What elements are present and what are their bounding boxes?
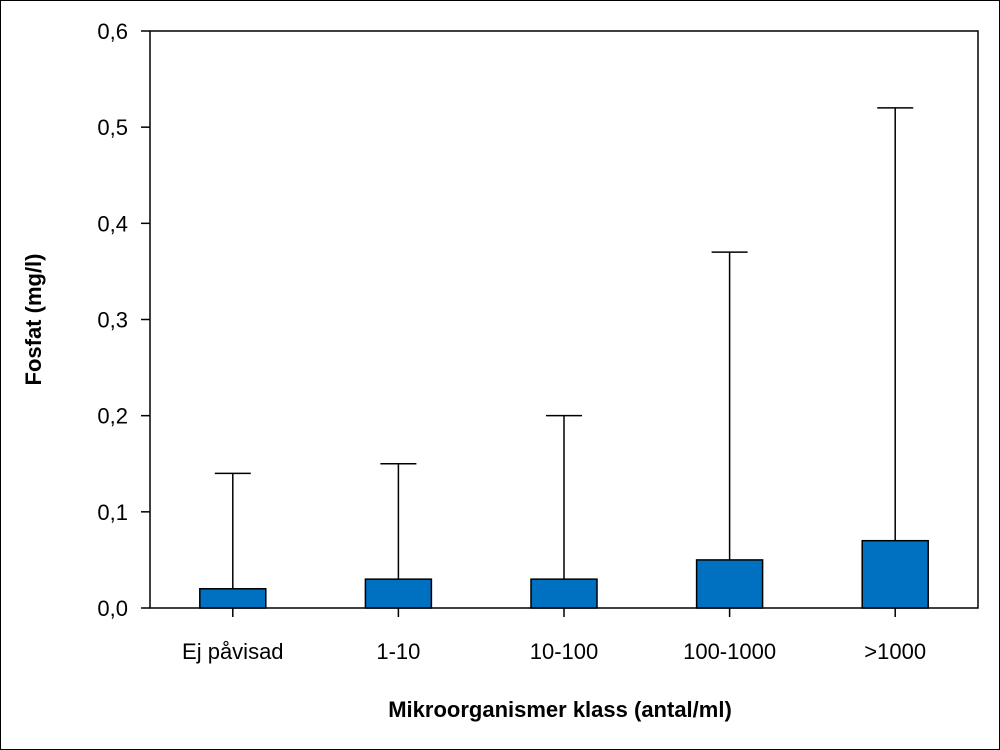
bar: [364, 578, 433, 609]
y-tick-label: 0,0: [97, 596, 128, 621]
y-tick-label: 0,3: [97, 308, 128, 333]
x-tick-label: Ej påvisad: [182, 639, 284, 664]
bar: [199, 588, 267, 609]
x-axis-title: Mikroorganismer klass (antal/ml): [388, 697, 732, 722]
bar: [861, 539, 929, 609]
y-tick-label: 0,5: [97, 115, 128, 140]
y-tick-label: 0,2: [97, 404, 128, 429]
y-tick-label: 0,1: [97, 500, 128, 525]
bar: [695, 559, 764, 609]
bars: [199, 107, 929, 609]
y-tick-label: 0,4: [97, 211, 128, 236]
y-axis: 0,0 0,1 0,2 0,3 0,4 0,5 0,6: [97, 19, 150, 621]
x-tick-label: >1000: [864, 639, 926, 664]
x-tick-label: 1-10: [376, 639, 420, 664]
x-tick-label: 10-100: [530, 639, 599, 664]
y-tick-label: 0,6: [97, 19, 128, 44]
y-axis-title: Fosfat (mg/l): [21, 254, 46, 386]
bar: [530, 578, 598, 609]
x-tick-label: 100-1000: [683, 639, 776, 664]
x-axis: Ej påvisad 1-10 10-100 100-1000 >1000: [182, 608, 926, 664]
